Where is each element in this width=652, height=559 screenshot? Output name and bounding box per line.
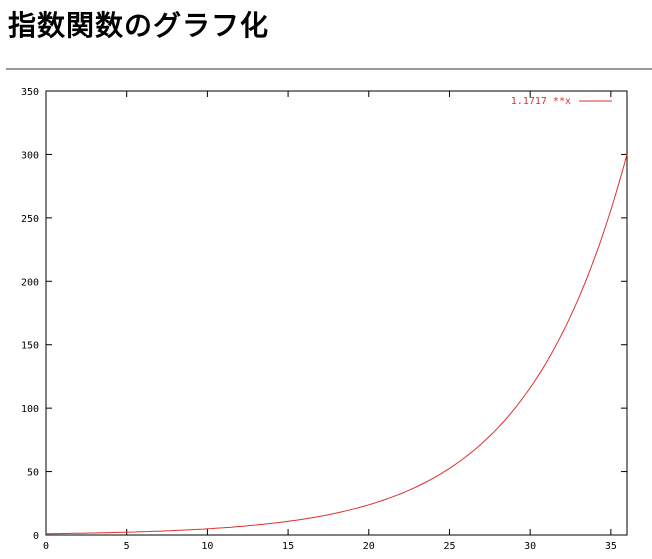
y-tick-label: 150 bbox=[21, 341, 39, 352]
plot-frame bbox=[45, 90, 628, 536]
x-tick-label: 5 bbox=[124, 541, 130, 552]
legend-label: 1.1717 **x bbox=[511, 96, 571, 107]
x-tick-label: 10 bbox=[201, 541, 213, 552]
horizontal-rule bbox=[6, 68, 652, 70]
y-tick-label: 250 bbox=[21, 214, 39, 225]
x-tick-label: 30 bbox=[524, 541, 536, 552]
x-tick-label: 35 bbox=[605, 541, 617, 552]
x-tick-label: 0 bbox=[43, 541, 49, 552]
y-tick-label: 50 bbox=[27, 468, 39, 479]
y-tick-label: 200 bbox=[21, 277, 39, 288]
x-tick-label: 15 bbox=[282, 541, 294, 552]
x-tick-label: 25 bbox=[443, 541, 455, 552]
y-tick-label: 350 bbox=[21, 87, 39, 98]
x-tick-label: 20 bbox=[363, 541, 375, 552]
series-line bbox=[46, 154, 628, 535]
y-tick-label: 100 bbox=[21, 404, 39, 415]
y-tick-label: 0 bbox=[33, 531, 39, 542]
y-tick-label: 300 bbox=[21, 150, 39, 161]
page-title: 指数関数のグラフ化 bbox=[8, 9, 270, 42]
